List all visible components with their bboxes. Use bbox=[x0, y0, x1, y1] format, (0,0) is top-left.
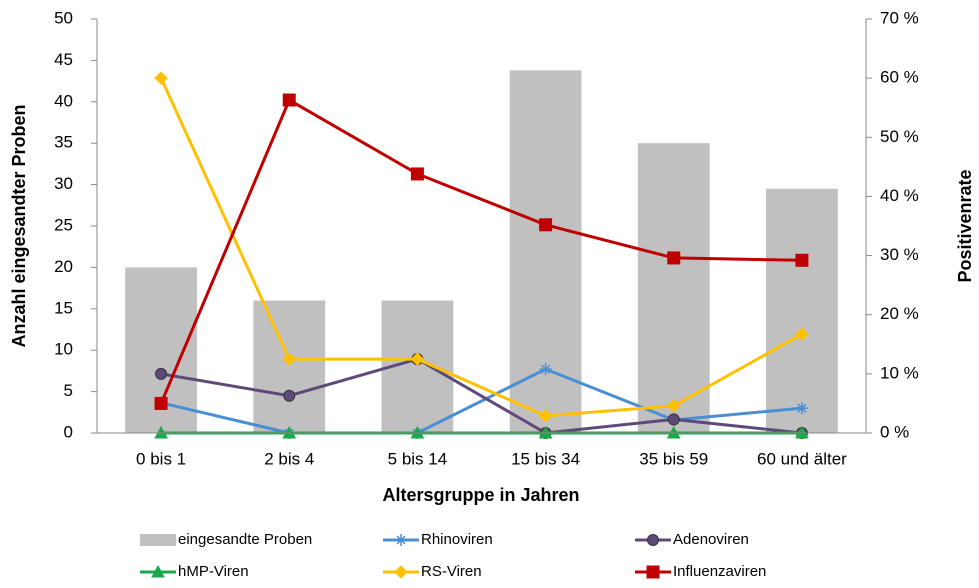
point bbox=[795, 402, 808, 415]
legend-marker bbox=[395, 534, 407, 546]
x-tick-label: 15 bis 34 bbox=[511, 449, 580, 468]
point bbox=[667, 251, 681, 265]
y-tick-label: 25 bbox=[54, 215, 73, 234]
legend-label: Rhinoviren bbox=[421, 531, 493, 548]
y2-tick-label: 60 % bbox=[880, 68, 919, 87]
point bbox=[154, 71, 168, 85]
legend-marker bbox=[647, 534, 659, 546]
x-tick-label: 60 und älter bbox=[757, 449, 847, 468]
point bbox=[795, 327, 809, 341]
legend-marker bbox=[151, 564, 165, 578]
x-tick-label: 35 bis 59 bbox=[639, 449, 708, 468]
point bbox=[282, 352, 296, 366]
y2-tick-label: 10 % bbox=[880, 363, 919, 382]
y-tick-label: 45 bbox=[54, 50, 73, 69]
point bbox=[667, 399, 681, 413]
line bbox=[160, 367, 803, 435]
x-axis-title: Altersgruppe in Jahren bbox=[382, 485, 579, 505]
point bbox=[283, 389, 296, 402]
y2-tick-label: 70 % bbox=[880, 8, 919, 27]
legend-marker bbox=[646, 565, 660, 579]
line bbox=[159, 77, 803, 418]
x-tick-label: 5 bis 14 bbox=[388, 449, 448, 468]
y-tick-label: 10 bbox=[54, 340, 73, 359]
y2-axis-title: Positivenrate bbox=[955, 169, 975, 282]
y-tick-label: 30 bbox=[54, 174, 73, 193]
y-tick-label: 50 bbox=[54, 8, 73, 27]
point bbox=[410, 167, 424, 181]
y-tick-label: 40 bbox=[54, 91, 73, 110]
point bbox=[539, 363, 552, 376]
point bbox=[667, 413, 680, 426]
x-tick-label: 2 bis 4 bbox=[264, 449, 314, 468]
y-tick-label: 0 bbox=[64, 422, 73, 441]
y-axis-title: Anzahl eingesandter Proben bbox=[9, 104, 29, 347]
legend-label: Influenzaviren bbox=[673, 563, 766, 580]
y-tick-label: 15 bbox=[54, 298, 73, 317]
point bbox=[155, 367, 168, 380]
legend-swatch bbox=[140, 534, 176, 546]
legend-label: Adenoviren bbox=[673, 531, 749, 548]
legend-label: RS-Viren bbox=[421, 563, 482, 580]
bar bbox=[766, 188, 838, 433]
point bbox=[410, 352, 425, 366]
point bbox=[539, 218, 553, 232]
legend-label: eingesandte Proben bbox=[178, 531, 312, 548]
y-tick-label: 35 bbox=[54, 133, 73, 152]
line bbox=[159, 97, 802, 405]
point bbox=[795, 253, 809, 267]
point bbox=[282, 93, 296, 107]
bar bbox=[253, 300, 326, 433]
y2-tick-label: 40 % bbox=[880, 186, 919, 205]
y2-tick-label: 50 % bbox=[880, 127, 919, 146]
point bbox=[538, 409, 553, 423]
bar bbox=[637, 143, 710, 433]
y2-tick-label: 30 % bbox=[880, 245, 919, 264]
x-tick-label: 0 bis 1 bbox=[136, 449, 186, 468]
y2-tick-label: 0 % bbox=[880, 422, 909, 441]
legend-label: hMP-Viren bbox=[178, 563, 249, 580]
y-tick-label: 20 bbox=[54, 257, 73, 276]
point bbox=[154, 396, 168, 410]
y-tick-label: 5 bbox=[64, 381, 73, 400]
y2-tick-label: 20 % bbox=[880, 304, 919, 323]
legend-marker bbox=[394, 565, 408, 579]
line bbox=[160, 357, 803, 435]
